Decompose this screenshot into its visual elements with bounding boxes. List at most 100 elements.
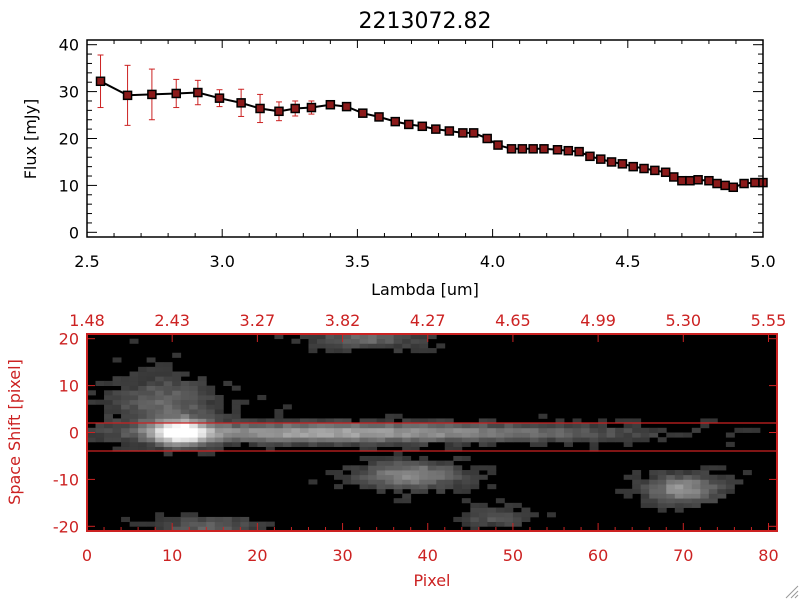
heatmap-cell [674,502,684,508]
data-point [596,154,606,164]
heatmap-cell [529,437,539,443]
heatmap-cell [299,418,309,424]
data-point [720,180,730,191]
heatmap-cell [453,465,463,471]
heatmap-cell [495,516,505,523]
heatmap-cell [623,474,633,480]
data-point [255,103,265,114]
heatmap-cell [342,465,352,471]
heatmap-cell [393,460,403,466]
data-point [493,140,503,150]
heatmap-cell [725,432,735,438]
heatmap-cell [223,432,233,438]
heatmap-cell [589,437,599,443]
heatmap-cell [368,479,378,485]
heatmap-cell [189,427,199,433]
heatmap-cell [180,437,190,443]
heatmap-cell [334,348,343,354]
heatmap-cell [172,390,182,396]
heatmap-cell [121,390,130,396]
heatmap-cell [683,488,693,494]
heatmap-cell [410,427,420,433]
heatmap-cell [121,432,130,438]
heatmap-cell [725,484,735,490]
heatmap-cell [700,418,710,424]
heatmap-cell [427,474,437,480]
heatmap-cell [725,488,735,494]
heatmap-cell [402,498,412,504]
heatmap-cell [189,390,199,396]
heatmap-cell [461,441,471,447]
heatmap-cell [436,488,446,494]
heatmap-cell [538,441,548,447]
heatmap-cell [487,484,497,490]
heatmap-cell [95,432,105,438]
heatmap-cell [495,423,505,429]
heatmap-top-tick-label: 3.82 [325,311,361,330]
heatmap-cell [427,348,437,354]
heatmap-cell [359,427,369,433]
heatmap-cell [657,470,667,476]
data-point [660,167,671,178]
heatmap-cell [410,343,420,349]
heatmap-cell [376,343,386,349]
heatmap-cell [308,441,318,447]
heatmap-cell [393,451,403,457]
heatmap-cell [231,432,241,438]
heatmap-cell [666,493,676,499]
heatmap-cell [487,418,497,424]
heatmap-cell [172,413,182,419]
heatmap-cell [163,451,173,457]
heatmap-cell [376,479,386,485]
heatmap-cell [146,423,156,429]
heatmap-cell [317,427,326,433]
heatmap-cell [581,427,590,433]
heatmap-cell [104,437,113,443]
data-point [650,165,660,176]
heatmap-cell [504,427,514,433]
heatmap-cell [325,334,335,340]
heatmap-cell [436,460,446,466]
heatmap-cell [640,479,650,485]
heatmap-cell [197,390,207,396]
heatmap-cell [189,512,199,518]
heatmap-cell [589,423,599,429]
heatmap-cell [402,460,412,466]
heatmap-y-tick-label: 10 [59,377,79,396]
heatmap-cell [478,441,488,447]
heatmap-cell [180,390,190,396]
heatmap-cell [538,423,548,429]
heatmap-cell [155,399,165,405]
data-point [563,145,574,156]
heatmap-cell [146,413,156,419]
heatmap-cell [666,479,676,485]
heatmap-cell [419,455,429,462]
heatmap-cell [223,380,233,386]
heatmap-cell [248,437,258,443]
heatmap-cell [657,484,667,490]
data-point [606,157,617,167]
heatmap-cell [368,441,378,447]
heatmap-cell [649,502,659,508]
heatmap-cell [163,446,173,452]
heatmap-cell [206,385,216,391]
heatmap-cell [632,418,642,424]
heatmap-cell [470,516,480,523]
heatmap-cell [359,418,369,424]
heatmap-cell [206,516,216,523]
heatmap-cell [308,338,318,344]
heatmap-cell [112,390,122,396]
heatmap-cell [632,474,642,480]
heatmap-cell [351,479,360,485]
heatmap-cell [172,409,182,415]
heatmap-cell [461,455,471,462]
heatmap-cell [129,432,139,438]
heatmap-cell [163,394,173,401]
heatmap-cell [640,502,650,508]
heatmap-cell [640,484,650,490]
heatmap-cell [129,404,139,410]
heatmap-cell [282,441,292,447]
heatmap-cell [180,399,190,405]
resize-grip-icon[interactable] [785,585,799,599]
heatmap-cell [121,427,130,433]
